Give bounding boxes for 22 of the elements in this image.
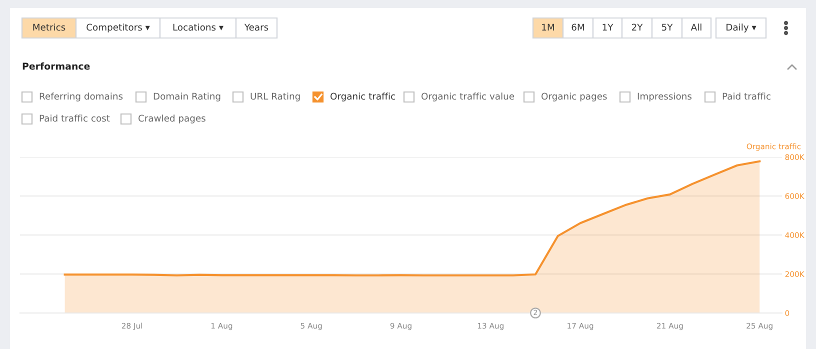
text: Paid traffic cost [40,114,110,122]
text: Impressions [638,92,692,102]
text: Organic traffic value [422,92,514,102]
text: 6M [572,24,584,31]
text: 1Y [602,24,614,31]
text: Daily ▾ [726,24,756,32]
text: All [690,24,702,31]
text: Locations ▾ [173,24,224,31]
text: Crawled pages [138,114,206,124]
text: 2Y [632,24,643,31]
text: Metrics [33,24,66,31]
text: 1M [542,24,554,31]
text: 5Y [662,24,673,31]
text: Referring domains [40,92,123,102]
text: Competitors ▾ [86,24,150,32]
legend-label: Organic traffic [330,92,396,102]
text: Years [244,24,268,31]
text: Domain Rating [154,92,220,102]
text: URL Rating [250,92,300,102]
text: Performance [22,62,90,70]
text: Paid traffic [722,92,770,100]
text: Organic pages [542,92,607,102]
